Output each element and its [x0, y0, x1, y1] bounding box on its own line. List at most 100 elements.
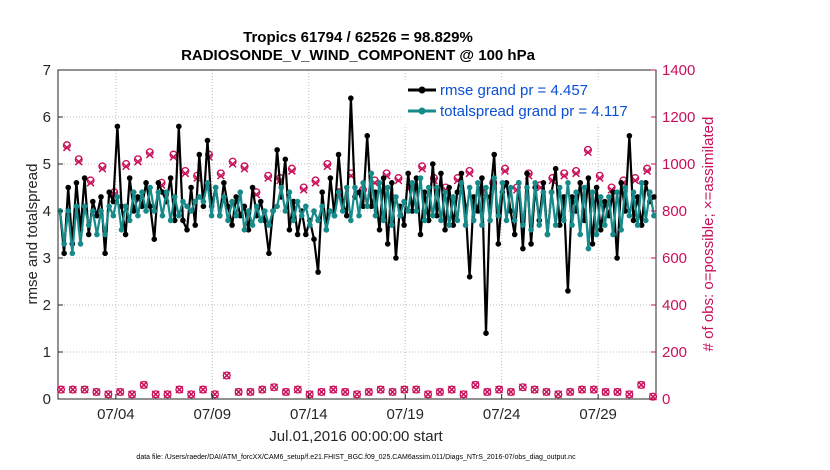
- rmse-point: [303, 231, 309, 238]
- obs-assimilated-point: [116, 388, 125, 396]
- rmse-point: [143, 180, 149, 186]
- rmse-point: [233, 194, 239, 200]
- totalspread-point: [327, 208, 334, 214]
- obs-possible-point: [305, 390, 314, 399]
- rmse-point: [597, 227, 604, 233]
- obs-assimilated-point: [62, 143, 71, 152]
- right-tick-label: 0: [662, 391, 670, 408]
- obs-possible-point: [341, 387, 350, 397]
- rmse-point: [364, 133, 371, 139]
- totalspread-point: [331, 212, 338, 219]
- rmse-point: [602, 198, 608, 205]
- rmse-point: [630, 217, 637, 224]
- legend-box: [403, 79, 651, 125]
- obs-possible-point: [518, 383, 527, 392]
- totalspread-point: [130, 189, 137, 195]
- rmse-point: [593, 184, 600, 191]
- rmse-point: [475, 208, 481, 214]
- totalspread-point: [528, 227, 534, 233]
- obs-assimilated-point: [246, 388, 255, 396]
- obs-possible-point: [530, 385, 539, 394]
- totalspread-point: [409, 180, 416, 186]
- rmse-point: [114, 123, 121, 130]
- rmse-point: [155, 180, 162, 186]
- totalspread-point: [323, 227, 330, 233]
- obs-possible-point: [483, 387, 492, 397]
- totalspread-point: [622, 184, 629, 191]
- totalspread-point: [151, 208, 158, 214]
- totalspread-point: [593, 231, 600, 238]
- totalspread-point: [573, 189, 579, 195]
- rmse-point: [192, 222, 199, 228]
- totalspread-point: [118, 227, 125, 233]
- obs-possible-point: [199, 385, 208, 394]
- rmse-point: [61, 250, 67, 257]
- obs-assimilated-point: [282, 388, 290, 396]
- rmse-point: [401, 222, 407, 228]
- totalspread-point: [110, 212, 117, 219]
- obs-assimilated-point: [412, 385, 421, 394]
- rmse-point: [360, 203, 366, 210]
- rmse-point: [196, 151, 203, 158]
- totalspread-point: [139, 189, 145, 195]
- rmse-point: [626, 133, 633, 139]
- totalspread-point: [192, 198, 199, 205]
- rmse-point: [610, 189, 616, 195]
- totalspread-point: [249, 222, 256, 228]
- totalspread-point: [470, 217, 477, 224]
- legend-spread-label: totalspread grand pr = 4.117: [440, 103, 628, 120]
- totalspread-point: [413, 208, 420, 214]
- totalspread-point: [565, 180, 571, 186]
- totalspread-point: [188, 208, 194, 214]
- totalspread-point: [155, 189, 162, 195]
- totalspread-point: [425, 184, 432, 191]
- rmse-point: [188, 184, 194, 191]
- obs-assimilated-point: [501, 167, 509, 175]
- totalspread-point: [589, 189, 596, 195]
- totalspread-point: [651, 212, 657, 219]
- totalspread-point: [233, 212, 239, 219]
- totalspread-point: [208, 212, 215, 219]
- obs-assimilated-point: [240, 164, 249, 173]
- y-axis-label-left: rmse and totalspread: [24, 164, 41, 305]
- totalspread-point: [475, 180, 481, 186]
- totalspread-point: [438, 217, 444, 224]
- totalspread-point: [503, 217, 510, 224]
- chart-subtitle: RADIOSONDE_V_WIND_COMPONENT @ 100 hPa: [181, 47, 536, 64]
- totalspread-point: [499, 180, 506, 186]
- rmse-point: [569, 194, 575, 200]
- rmse-point: [442, 227, 448, 233]
- totalspread-point: [266, 222, 272, 228]
- totalspread-point: [462, 222, 469, 228]
- obs-possible-point: [246, 387, 255, 397]
- plot-area-frame: [57, 69, 657, 400]
- totalspread-point: [524, 184, 530, 191]
- rmse-point: [384, 241, 391, 247]
- legend-spread-marker: [418, 107, 426, 115]
- rmse-point: [634, 194, 641, 200]
- obs-possible-point: [80, 385, 89, 394]
- obs-assimilated-point: [122, 162, 131, 171]
- obs-assimilated-point: [234, 388, 243, 396]
- obs-assimilated-point: [595, 174, 604, 183]
- rmse-point: [552, 165, 559, 172]
- right-tick-label: 1400: [662, 62, 695, 79]
- obs-assimilated-point: [299, 185, 308, 194]
- totalspread-point: [216, 212, 223, 219]
- left-tick-label: 7: [43, 62, 51, 79]
- obs-possible-point: [447, 385, 456, 394]
- obs-assimilated-point: [447, 385, 456, 394]
- obs-assimilated-point: [471, 380, 480, 389]
- obs-assimilated-point: [128, 390, 136, 399]
- totalspread-point: [176, 212, 182, 219]
- rmse-point: [524, 170, 530, 177]
- obs-possible-point: [317, 387, 326, 397]
- totalspread-point: [237, 189, 244, 195]
- totalspread-point: [368, 170, 375, 177]
- rmse-point: [589, 241, 596, 247]
- obs-assimilated-point: [216, 171, 225, 180]
- obs-assimilated-point: [483, 388, 492, 396]
- rmse-point: [221, 180, 227, 186]
- right-tick-label: 1200: [662, 109, 695, 126]
- totalspread-point: [356, 212, 362, 219]
